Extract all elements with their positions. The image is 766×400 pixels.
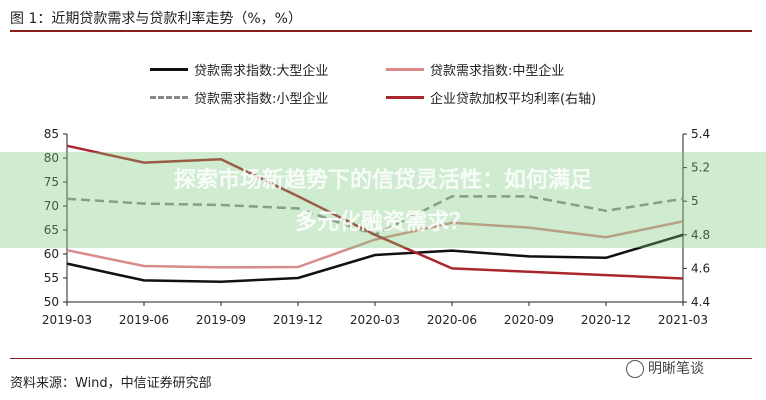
legend: 贷款需求指数:大型企业 贷款需求指数:中型企业 贷款需求指数:小型企业 企业贷款… <box>150 60 630 110</box>
legend-swatch <box>386 96 424 99</box>
watermark: 明晰笔谈 <box>626 358 704 378</box>
legend-item-medium: 贷款需求指数:中型企业 <box>386 60 564 79</box>
y-right-tick-label: 4.6 <box>691 261 710 275</box>
legend-item-rate: 企业贷款加权平均利率(右轴) <box>386 88 596 107</box>
legend-swatch <box>150 96 188 99</box>
series-line-medium <box>66 220 684 269</box>
series-line-rate <box>66 144 684 280</box>
y-right-tick-label: 5.2 <box>691 161 710 175</box>
x-tick-label: 2020-03 <box>350 313 400 327</box>
y-left-tick-label: 85 <box>44 127 59 141</box>
y-left-tick-label: 80 <box>44 151 59 165</box>
y-left-tick-label: 65 <box>44 223 59 237</box>
series-line-large <box>66 233 684 284</box>
legend-swatch <box>386 68 424 71</box>
legend-label: 贷款需求指数:大型企业 <box>194 64 329 79</box>
overlay-banner: 探索市场新趋势下的信贷灵活性：如何满足 多元化融资需求？ <box>0 152 766 248</box>
source-note: 资料来源：Wind，中信证券研究部 <box>10 376 212 391</box>
x-tick-label: 2020-06 <box>427 313 477 327</box>
legend-label: 贷款需求指数:小型企业 <box>194 92 329 107</box>
y-right-tick-label: 5.4 <box>691 127 710 141</box>
y-right-tick-label: 5 <box>691 194 699 208</box>
y-left-tick-label: 75 <box>44 175 59 189</box>
watermark-text: 明晰笔谈 <box>648 361 704 377</box>
x-tick-label: 2020-12 <box>581 313 631 327</box>
y-right-tick-label: 4.4 <box>691 295 710 309</box>
x-tick-label: 2019-03 <box>42 313 92 327</box>
legend-label: 贷款需求指数:中型企业 <box>430 64 565 79</box>
y-left-tick-label: 70 <box>44 199 59 213</box>
wechat-icon <box>626 360 644 378</box>
figure-title: 图 1：近期贷款需求与贷款利率走势（%，%） <box>10 11 302 27</box>
x-tick-label: 2019-12 <box>273 313 323 327</box>
legend-item-small: 贷款需求指数:小型企业 <box>150 88 328 107</box>
legend-label: 企业贷款加权平均利率(右轴) <box>430 92 597 107</box>
bottom-rule <box>10 358 752 359</box>
y-left-tick-label: 55 <box>44 271 59 285</box>
title-rule <box>10 30 752 32</box>
y-left-tick-label: 50 <box>44 295 59 309</box>
overlay-line-2: 多元化融资需求？ <box>294 210 471 235</box>
x-tick-label: 2021-03 <box>658 313 708 327</box>
x-tick-label: 2019-06 <box>119 313 169 327</box>
x-tick-label: 2020-09 <box>504 313 554 327</box>
x-tick-label: 2019-09 <box>196 313 246 327</box>
overlay-line-1: 探索市场新趋势下的信贷灵活性：如何满足 <box>173 168 592 193</box>
legend-swatch <box>150 68 188 71</box>
y-right-tick-label: 4.8 <box>691 228 710 242</box>
legend-item-large: 贷款需求指数:大型企业 <box>150 60 328 79</box>
y-left-tick-label: 60 <box>44 247 59 261</box>
